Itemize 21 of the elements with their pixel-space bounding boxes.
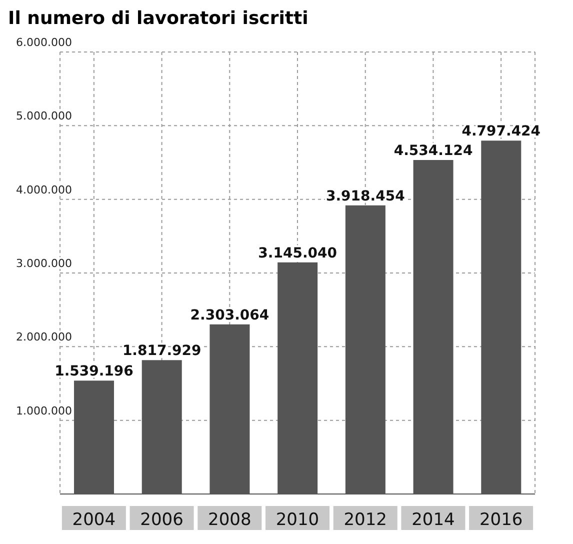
- data-label: 3.918.454: [326, 188, 406, 204]
- y-tick-label: 3.000.000: [16, 257, 72, 270]
- x-tick-label: 2006: [140, 510, 184, 530]
- data-label: 4.797.424: [462, 124, 541, 140]
- x-tick-label: 2004: [72, 510, 116, 530]
- x-tick-label: 2008: [208, 510, 252, 530]
- data-label: 4.534.124: [394, 142, 473, 159]
- y-tick-label: 4.000.000: [16, 183, 72, 196]
- chart-title: Il numero di lavoratori iscritti: [8, 8, 310, 31]
- y-tick-label: 1.000.000: [16, 404, 72, 418]
- data-label: 1.539.196: [54, 364, 134, 380]
- data-label: 3.145.040: [258, 245, 338, 262]
- x-tick-label: 2014: [412, 510, 455, 530]
- y-tick-label: 6.000.000: [16, 36, 72, 49]
- data-label: 1.817.929: [122, 343, 202, 360]
- y-tick-label: 2.000.000: [16, 330, 72, 344]
- y-tick-label: 5.000.000: [16, 110, 72, 123]
- data-label: 2.303.064: [190, 307, 270, 324]
- x-tick-label: 2016: [479, 510, 523, 530]
- x-tick-label: 2010: [276, 510, 320, 530]
- x-tick-label: 2012: [344, 510, 387, 530]
